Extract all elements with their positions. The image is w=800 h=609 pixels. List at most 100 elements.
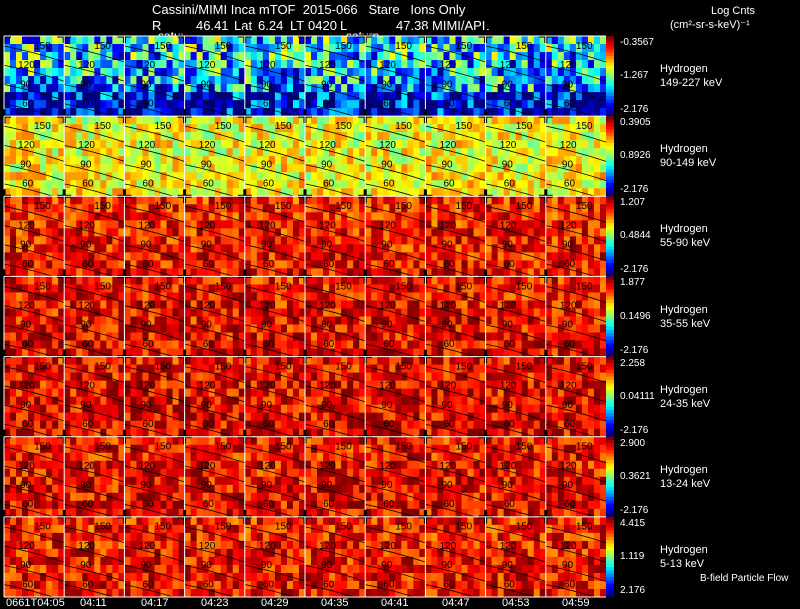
heatmap-cell [437,332,444,341]
heatmap-cell [22,76,29,85]
heatmap-cell [286,340,294,349]
heatmap-cell [100,164,107,173]
heatmap-cell [599,140,607,149]
heatmap-cell [130,252,137,261]
heatmap-cell [503,252,511,261]
heatmap-cell [100,308,107,317]
heatmap-cell [232,348,240,357]
heatmap-cell [581,164,589,173]
heatmap-cell [329,140,336,149]
heatmap-cell [166,420,173,430]
heatmap-cell [479,276,486,285]
heatmap-cell [88,388,95,398]
contour-line [304,45,366,63]
heatmap-cell [148,428,155,438]
heatmap-cell [383,76,390,85]
heatmap-cell [593,172,601,181]
heatmap-cell [280,76,288,85]
heatmap-cell [256,84,264,93]
heatmap-cell [28,44,35,53]
heatmap-cell [443,236,450,245]
heatmap-cell [184,292,192,301]
heatmap-cell [100,260,107,269]
heatmap-cell [383,332,390,341]
heatmap-cell [329,68,336,77]
heatmap-cell [449,76,456,85]
heatmap-cell [160,356,167,365]
heatmap-cell [485,308,493,317]
heatmap-cell [256,340,264,349]
heatmap-cell [10,268,17,277]
heatmap-cell [244,332,252,341]
heatmap-cell [527,332,535,341]
heatmap-cell [220,116,228,125]
heatmap-cell [118,84,125,93]
heatmap-cell [461,188,468,197]
heatmap-cell [76,164,83,173]
heatmap-cell [172,428,179,438]
heatmap-cell [329,204,336,213]
heatmap-cell [88,76,95,85]
heatmap-cell [220,380,228,390]
heatmap-cell [34,364,41,373]
heatmap-cell [46,52,53,61]
heatmap-cell [244,308,252,317]
contour-line [64,144,125,162]
heatmap-cell [443,348,450,357]
heatmap-cell [166,316,173,325]
heatmap-cell [88,52,95,61]
heatmap-cell [232,300,240,309]
heatmap-cell [437,172,444,181]
heatmap-cell [226,196,234,205]
heatmap-cell [292,340,300,349]
heatmap-cell [280,52,288,61]
heatmap-cell [256,196,264,205]
heatmap-cell [485,148,493,157]
heatmap-cell [46,156,53,165]
heatmap-cell [551,84,559,93]
heatmap-cell [202,124,210,133]
heatmap-cell [112,220,119,229]
heatmap-cell [250,84,258,93]
heatmap-cell [196,60,204,69]
heatmap-cell [88,68,95,77]
heatmap-cell [425,84,432,93]
heatmap-cell [34,380,41,390]
heatmap-cell [533,260,541,269]
heatmap-cell [244,196,252,205]
heatmap-cell [10,308,17,317]
heatmap-cell [82,268,89,277]
heatmap-cell [190,404,198,414]
heatmap-cell [34,236,41,245]
heatmap-cell [22,212,29,221]
heatmap-cell [341,148,348,157]
heatmap-cell [112,324,119,333]
heatmap-cell [280,292,288,301]
heatmap-cell [274,340,282,349]
heatmap-cell [431,100,438,109]
heatmap-cell [389,164,396,173]
heatmap-cell [371,60,378,69]
heatmap-cell [449,260,456,269]
heatmap-cell [485,132,493,141]
heatmap-cell [527,252,535,261]
heatmap-cell [130,68,137,77]
heatmap-cell [479,196,486,205]
heatmap-cell [196,316,204,325]
heatmap-cell [569,188,577,197]
heatmap-cell [305,324,312,333]
heatmap-cell [130,356,137,365]
contour-line [545,205,607,223]
heatmap-cell [557,68,565,77]
heatmap-cell [250,260,258,269]
heatmap-cell [160,244,167,253]
heatmap-cell [34,52,41,61]
contour-line [545,324,607,342]
heatmap-panel [177,269,246,361]
heatmap-cell [100,388,107,398]
heatmap-cell [238,348,246,357]
heatmap-cell [172,228,179,237]
heatmap-cell [485,204,493,213]
heatmap-cell [389,108,396,117]
heatmap-cell [208,404,216,414]
